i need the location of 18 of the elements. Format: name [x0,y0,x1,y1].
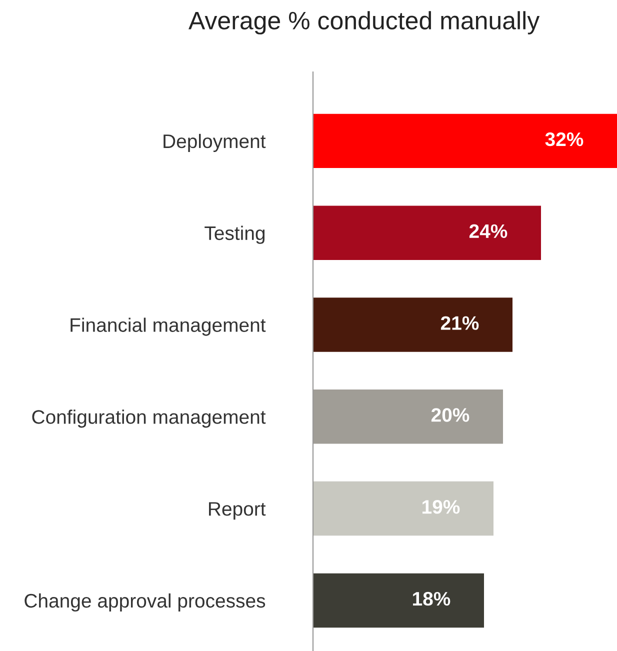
data-label: 32% [545,132,584,146]
bar [313,573,484,628]
bar [313,114,617,168]
bar [313,206,541,260]
bar [313,298,512,352]
data-label: 19% [422,500,460,514]
data-label: 21% [440,316,479,330]
data-label: 18% [413,592,450,606]
y-tick-label: Report [209,502,266,520]
y-tick-label: Configuration management [32,410,266,428]
chart-title: Average % conducted manually [188,11,540,34]
y-tick-label: Deployment [164,134,266,152]
y-tick-label: Financial management [70,318,266,336]
data-label: 20% [431,408,470,422]
data-label: 24% [469,224,508,238]
y-tick-label: Testing [204,226,265,244]
bar [313,481,494,536]
y-tick-label: Change approval processes [24,593,266,612]
